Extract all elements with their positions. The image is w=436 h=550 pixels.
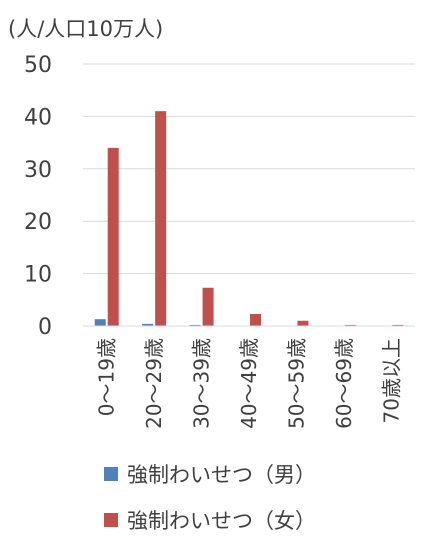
bar-male: [189, 324, 201, 326]
x-tick-label: 70歳以上: [379, 338, 403, 423]
y-axis-ticks: 0 10 20 30 40 50: [24, 53, 52, 340]
bar-male: [142, 323, 154, 326]
x-tick-label: 60～69歳: [332, 338, 356, 429]
bar-female: [344, 324, 356, 326]
x-axis-ticks: 0～19歳 20～29歳 30～39歳 40～49歳 50～59歳 60～69歳 70歳以上: [95, 338, 404, 429]
x-tick-label: 20～29歳: [142, 338, 166, 429]
legend-swatch: [104, 467, 118, 481]
y-tick-label: 30: [24, 158, 52, 183]
x-tick-label: 50～59歳: [284, 338, 308, 429]
legend-label: 強制わいせつ（女）: [127, 509, 316, 533]
y-tick-label: 20: [24, 210, 52, 235]
y-tick-label: 50: [24, 53, 52, 78]
bar-male: [94, 319, 106, 326]
bars: [94, 111, 404, 326]
bar-female: [155, 111, 167, 326]
legend-label: 強制わいせつ（男）: [127, 463, 316, 487]
legend: 強制わいせつ（男） 強制わいせつ（女）: [104, 463, 316, 533]
bar-female: [107, 147, 119, 326]
bar-female: [297, 320, 309, 326]
bar-female: [250, 313, 261, 326]
bar-female: [392, 324, 404, 326]
y-tick-label: 10: [24, 263, 52, 288]
x-tick-label: 40～49歳: [237, 338, 261, 429]
y-tick-label: 0: [38, 315, 52, 340]
gridlines: [83, 63, 415, 275]
x-tick-label: 30～39歳: [190, 338, 214, 429]
legend-swatch: [104, 513, 118, 527]
y-axis-label: (人/人口10万人): [8, 17, 163, 41]
bar-female: [202, 287, 214, 326]
x-tick-label: 0～19歳: [95, 338, 119, 416]
y-tick-label: 40: [24, 105, 52, 130]
